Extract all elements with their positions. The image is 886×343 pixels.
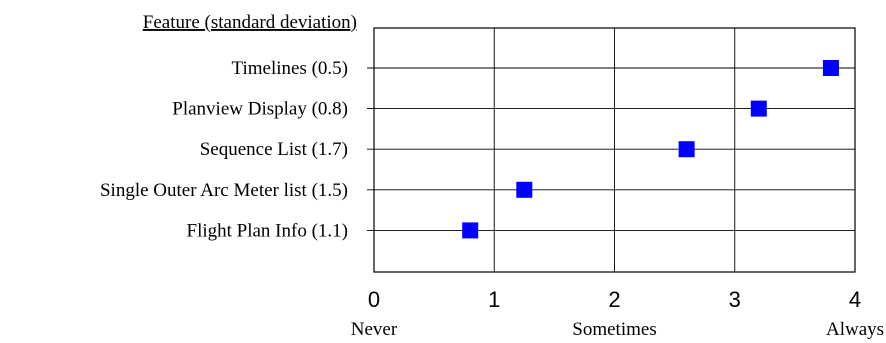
x-scale-label: Sometimes: [572, 319, 656, 340]
x-scale-labels: Never Sometimes Always: [351, 319, 884, 340]
data-point: [462, 222, 479, 239]
category-label: Sequence List (1.7): [200, 139, 348, 160]
x-tick-label: 4: [849, 287, 861, 312]
data-point: [822, 60, 839, 76]
chart-header: Feature (standard deviation): [143, 12, 357, 33]
vertical-gridlines: [493, 28, 736, 272]
data-point: [516, 181, 533, 198]
category-label: Flight Plan Info (1.1): [187, 220, 349, 241]
data-points: [462, 60, 839, 239]
category-label: Planview Display (0.8): [172, 99, 348, 120]
x-tick-label: 0: [368, 287, 380, 312]
data-point: [678, 141, 695, 158]
x-tick-label: 3: [729, 287, 741, 312]
x-tick-labels: 0 1 2 3 4: [368, 287, 861, 312]
x-scale-label: Never: [351, 319, 398, 340]
data-point: [750, 100, 767, 117]
x-tick-label: 2: [608, 287, 620, 312]
x-tick-label: 1: [488, 287, 500, 312]
category-label: Single Outer Arc Meter list (1.5): [100, 180, 348, 201]
category-label: Timelines (0.5): [232, 58, 348, 79]
horizontal-gridlines: [367, 67, 855, 231]
category-labels: Timelines (0.5) Planview Display (0.8) Seq…: [100, 58, 348, 241]
x-scale-label: Always: [826, 319, 884, 340]
